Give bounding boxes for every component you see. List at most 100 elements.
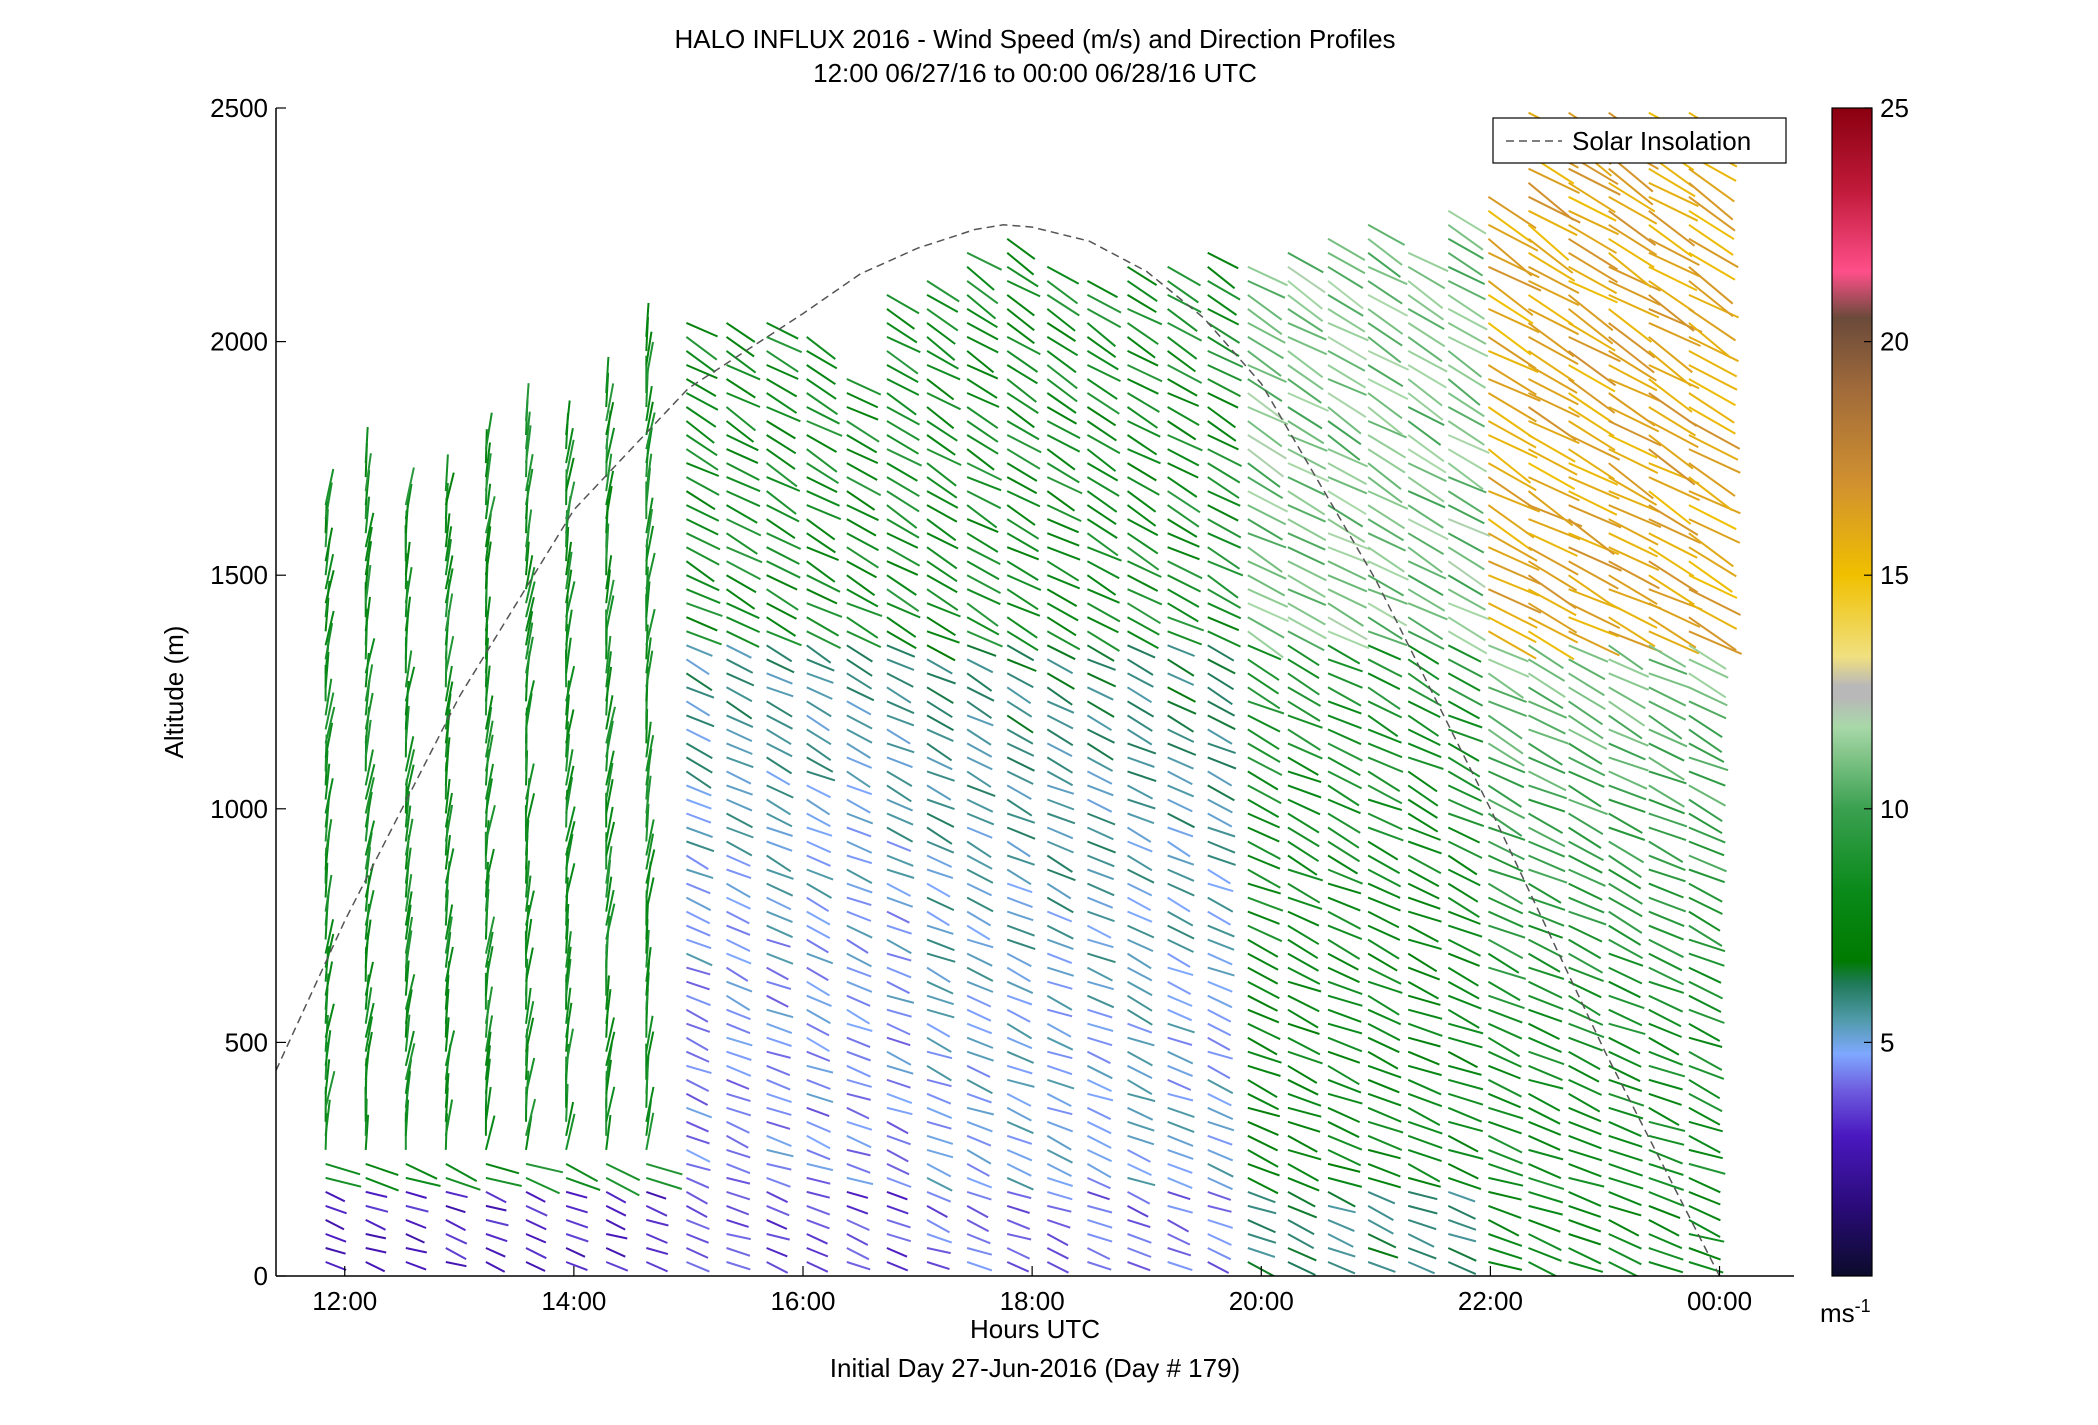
wind-arrow	[484, 1015, 494, 1052]
wind-arrow	[525, 987, 532, 1024]
wind-arrow	[605, 988, 612, 1024]
wind-arrow	[1327, 476, 1368, 495]
wind-arrow	[1086, 644, 1115, 662]
wind-arrow	[1407, 448, 1447, 474]
wind-arrow	[1487, 532, 1538, 562]
wind-arrow	[926, 798, 955, 811]
wind-arrow	[1528, 994, 1564, 1011]
wind-arrow	[1488, 1148, 1523, 1165]
wind-arrow	[1247, 420, 1283, 448]
wind-arrow	[846, 616, 879, 639]
wind-arrow	[445, 1190, 468, 1199]
wind-arrow	[1447, 980, 1480, 1000]
wind-arrow	[1287, 728, 1321, 751]
wind-arrow	[1367, 882, 1401, 899]
wind-arrow	[1287, 490, 1326, 516]
wind-arrow	[1327, 952, 1359, 971]
wind-arrow	[726, 448, 759, 465]
wind-arrow	[525, 947, 534, 982]
wind-arrow	[685, 728, 711, 743]
wind-arrow	[1528, 966, 1565, 980]
wind-arrow	[1287, 280, 1323, 310]
wind-arrow	[1127, 840, 1153, 853]
wind-arrow	[886, 770, 913, 787]
wind-arrow	[1006, 434, 1042, 454]
wind-arrow	[565, 709, 575, 744]
wind-arrow	[726, 546, 763, 564]
wind-arrow	[1688, 588, 1741, 616]
wind-arrow	[886, 644, 916, 658]
wind-arrow	[605, 453, 613, 492]
wind-arrow	[1046, 630, 1081, 651]
wind-arrow	[766, 476, 801, 492]
wind-arrow	[1046, 742, 1073, 757]
wind-arrow	[726, 1036, 753, 1047]
wind-arrow	[1046, 448, 1076, 471]
wind-arrow	[1528, 1176, 1565, 1191]
wind-arrow	[1006, 952, 1032, 968]
wind-arrow	[565, 776, 574, 814]
wind-arrow	[1367, 700, 1403, 719]
wind-arrow	[1568, 924, 1603, 943]
wind-arrow	[484, 916, 496, 954]
wind-arrow	[806, 1078, 831, 1090]
wind-arrow	[1688, 392, 1735, 424]
wind-arrow	[1487, 336, 1537, 370]
wind-arrow	[926, 392, 962, 411]
wind-arrow	[846, 1050, 871, 1062]
wind-arrow	[605, 1163, 641, 1182]
wind-arrow	[1127, 672, 1154, 688]
wind-arrow	[1367, 364, 1404, 388]
wind-arrow	[766, 700, 793, 718]
wind-arrow	[966, 1163, 990, 1177]
wind-arrow	[525, 1204, 548, 1217]
wind-arrow	[1247, 630, 1284, 659]
wind-arrow	[886, 910, 910, 924]
wind-arrow	[1447, 265, 1486, 286]
wind-arrow	[324, 819, 333, 856]
wind-arrow	[1447, 490, 1484, 515]
wind-arrow	[1648, 994, 1684, 1013]
wind-arrow	[846, 588, 879, 608]
wind-arrow	[926, 700, 953, 719]
wind-arrow	[1126, 265, 1158, 286]
wind-arrow	[1528, 770, 1567, 792]
wind-arrow	[404, 805, 412, 842]
wind-arrow	[966, 1261, 993, 1272]
wind-arrow	[1006, 336, 1041, 356]
y-tick-label: 500	[225, 1027, 268, 1057]
wind-arrow	[484, 946, 494, 982]
wind-arrow	[1608, 279, 1661, 306]
wind-arrow	[1006, 322, 1035, 345]
wind-arrow	[1127, 938, 1154, 953]
wind-arrow	[1006, 1092, 1032, 1107]
wind-arrow	[1287, 1176, 1320, 1192]
wind-arrow	[1167, 840, 1191, 858]
wind-arrow	[766, 560, 801, 579]
wind-arrow	[565, 749, 574, 786]
wind-arrow	[846, 980, 873, 993]
wind-arrow	[1488, 826, 1526, 841]
wind-arrow	[1367, 714, 1399, 738]
wind-arrow	[1568, 279, 1618, 304]
wind-arrow	[886, 462, 918, 482]
wind-arrow	[1367, 826, 1404, 842]
wind-arrow	[766, 602, 797, 620]
wind-arrow	[1528, 756, 1566, 775]
wind-arrow	[1528, 714, 1566, 735]
wind-arrow	[1287, 700, 1321, 722]
wind-arrow	[1447, 1008, 1480, 1029]
wind-arrow	[1287, 476, 1326, 496]
wind-arrow	[605, 569, 611, 604]
wind-arrow	[886, 700, 915, 715]
wind-arrow	[1568, 322, 1616, 352]
wind-arrow	[1447, 1106, 1482, 1123]
wind-arrow	[1568, 1261, 1604, 1273]
wind-arrow	[1527, 560, 1578, 592]
wind-arrow	[1287, 420, 1325, 445]
wind-arrow	[605, 846, 613, 884]
wind-arrow	[1167, 1092, 1194, 1102]
wind-arrow	[1688, 1078, 1721, 1100]
wind-arrow	[1528, 1233, 1562, 1252]
wind-arrow	[1127, 420, 1161, 438]
